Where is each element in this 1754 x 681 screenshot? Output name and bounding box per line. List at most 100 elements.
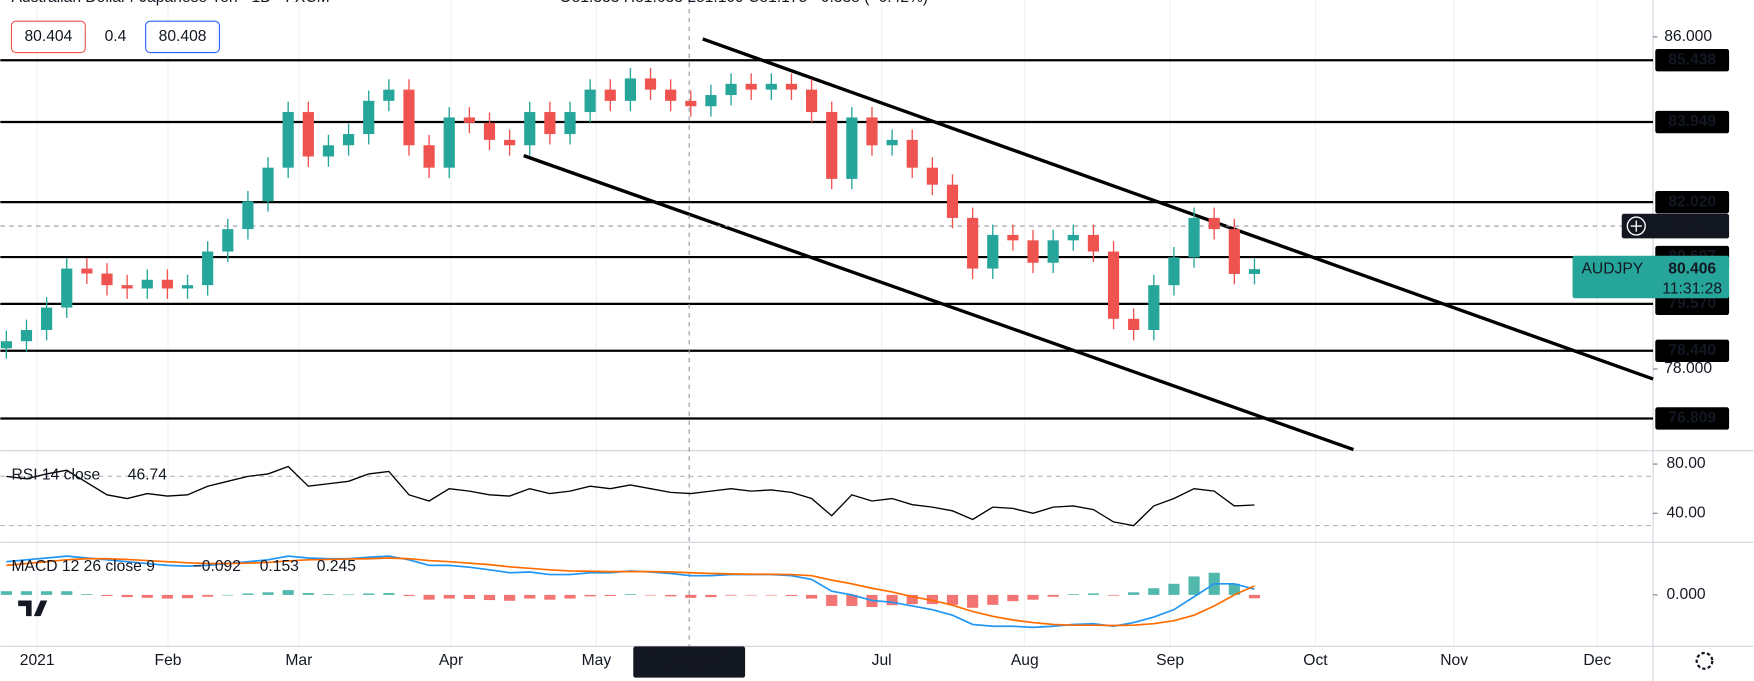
x-tick-label: Sep [1156, 652, 1184, 669]
candle-body [463, 117, 475, 123]
level-label-box [1655, 292, 1730, 316]
macd-histogram-bar [685, 594, 697, 598]
macd-histogram-bar [121, 594, 133, 598]
macd-histogram-bar [1107, 594, 1120, 596]
level-label-box [1655, 339, 1730, 362]
x-tick-label: 2021 [20, 652, 55, 669]
candle-body [483, 122, 496, 140]
macd-histogram-bar [946, 594, 959, 605]
candle-body [967, 217, 979, 269]
candle-body [1027, 240, 1039, 263]
macd-histogram-bar [544, 594, 556, 600]
candle-body [846, 117, 858, 179]
macd-histogram-bar [41, 591, 53, 595]
x-tick-label: Feb [155, 652, 182, 669]
level-label-box [1655, 110, 1730, 134]
macd-histogram-bar [524, 594, 536, 599]
trend-line [523, 154, 1355, 452]
macd-histogram-bar [644, 594, 657, 596]
macd-hist-value: −0.092 [193, 558, 241, 575]
macd-histogram-bar [1188, 576, 1200, 595]
level-label-box [1655, 49, 1730, 72]
macd-histogram-bar [846, 594, 858, 606]
macd-histogram-bar [1007, 594, 1019, 602]
x-tick-label: Apr [439, 652, 463, 669]
macd-histogram-bar [906, 594, 918, 605]
rsi-legend: RSI 14 close [11, 466, 100, 483]
level-label-box [1655, 190, 1730, 214]
candle-body [1007, 234, 1019, 241]
macd-histogram-bar [1067, 594, 1079, 595]
x-tick-label: Mar [285, 652, 312, 669]
level-label-box [1655, 407, 1730, 430]
candle-body [866, 117, 878, 146]
candle-body [564, 112, 576, 135]
x-tick-label: May [582, 652, 612, 669]
candle-body [81, 268, 93, 274]
candle-body [584, 89, 596, 113]
macd-histogram-bar [564, 594, 576, 599]
candle-body [946, 184, 959, 218]
macd-histogram-bar [665, 594, 677, 597]
macd-histogram-bar [61, 591, 73, 595]
candle-body [1107, 251, 1120, 319]
add-icon-plus [1630, 220, 1642, 232]
candle-body [101, 273, 113, 286]
settings-icon [1695, 651, 1714, 670]
candle-body [926, 167, 938, 185]
candle-body [745, 83, 757, 90]
candle-body [705, 95, 717, 107]
logo [18, 600, 48, 617]
candle-body [61, 268, 73, 308]
trend-line [702, 37, 1654, 381]
candle-body [41, 307, 53, 331]
candle-body [443, 117, 455, 168]
macd-histogram-bar [202, 594, 214, 597]
macd-tick-label: 0.000 [1666, 586, 1705, 603]
macd-histogram-bar [745, 594, 757, 596]
candle-body [1148, 285, 1160, 331]
candle-body [785, 83, 798, 90]
candle-body [121, 285, 133, 289]
macd-histogram-bar [1047, 594, 1059, 597]
candle-body [282, 112, 294, 168]
macd-histogram-bar [242, 593, 254, 595]
macd-histogram-bar [342, 594, 355, 596]
macd-histogram-bar [383, 593, 395, 595]
candle-body [987, 234, 999, 269]
macd-histogram-bar [282, 590, 294, 595]
ask-label: 80.408 [159, 28, 207, 45]
macd-histogram-bar [926, 594, 938, 605]
macd-histogram-bar [725, 594, 737, 596]
candle-body [262, 167, 274, 202]
candle-body [0, 341, 12, 349]
candle-body [826, 112, 838, 179]
candle-body [20, 330, 33, 342]
candle-body [765, 83, 777, 90]
macd-histogram-bar [805, 594, 818, 599]
candle-body [1067, 234, 1079, 241]
spread-label: 0.4 [105, 28, 127, 45]
candle-body [504, 139, 516, 146]
macd-histogram-bar [81, 594, 93, 595]
macd-histogram-bar [604, 594, 616, 596]
macd-histogram-bar [443, 594, 455, 599]
candle-body [1188, 217, 1200, 258]
macd-histogram-bar [826, 594, 838, 606]
candle-body [644, 78, 657, 90]
macd-histogram-bar [0, 591, 12, 595]
macd-histogram-bar [886, 594, 898, 606]
macd-histogram-bar [1128, 592, 1140, 595]
rsi-tick-label: 40.00 [1666, 504, 1705, 521]
macd-histogram-bar [262, 592, 274, 595]
macd-histogram-bar [322, 594, 335, 595]
y-tick-label: 78.000 [1664, 360, 1712, 377]
x-tick-label: Jul [872, 652, 892, 669]
candle-body [403, 89, 415, 146]
candle-body [242, 201, 254, 230]
macd-histogram-bar [181, 594, 194, 599]
x-tick-label: Nov [1440, 652, 1468, 669]
macd-histogram-bar [584, 594, 596, 597]
macd-histogram-bar [765, 594, 777, 596]
